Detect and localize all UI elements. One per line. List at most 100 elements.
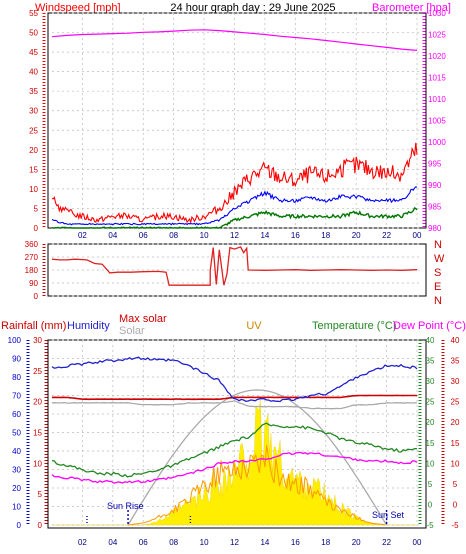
direction-tick-label: 0 <box>34 292 39 301</box>
direction-tick-label: 270 <box>25 253 39 262</box>
dewpoint-tick-label: 30 <box>451 377 460 386</box>
rain-tick-label: 30 <box>33 336 42 345</box>
low-wind-series-line <box>51 207 418 229</box>
direction-label-n-bottom: N <box>434 295 442 307</box>
rain-tick-label: 10 <box>33 459 42 468</box>
temperature-series-line <box>51 422 418 478</box>
wind-tick-label: 25 <box>29 126 38 135</box>
barometer-tick-label: 980 <box>428 224 442 233</box>
wind-x-tick-label: 16 <box>291 231 300 240</box>
humidity-tick-label: 10 <box>12 503 21 512</box>
dewpoint-tick-label: 20 <box>451 418 460 427</box>
wind-x-tick-label: 00 <box>413 231 422 240</box>
wind-tick-label: 45 <box>29 48 38 57</box>
barometer-tick-label: 1015 <box>428 74 446 83</box>
humidity-tick-label: 0 <box>17 521 22 530</box>
temperature-tick-label: 10 <box>426 459 435 468</box>
wind-x-tick-label: 10 <box>200 231 209 240</box>
wind-x-tick-label: 14 <box>260 231 269 240</box>
rain-total-series-line <box>51 394 417 401</box>
humidity-tick-label: 60 <box>12 410 21 419</box>
wind-x-tick-label: 06 <box>139 231 148 240</box>
weather-x-tick-label: 10 <box>200 538 209 547</box>
weather-x-tick-label: 14 <box>260 538 269 547</box>
wind-tick-label: 50 <box>29 29 38 38</box>
humidity-tick-label: 20 <box>12 484 21 493</box>
weather-x-tick-label: 04 <box>108 538 117 547</box>
temperature-axis-label: Temperature (°C) <box>312 320 396 332</box>
rain-tick-label: 0 <box>38 521 43 530</box>
dewpoint-tick-label: 40 <box>451 336 460 345</box>
wind-tick-label: 30 <box>29 107 38 116</box>
weather-x-tick-label: 16 <box>291 538 300 547</box>
direction-tick-label: 90 <box>29 279 38 288</box>
barometer-axis-label: Barometer [hpa] <box>372 2 451 14</box>
rain-tick-label: 25 <box>33 367 42 376</box>
temperature-tick-label: 30 <box>426 377 435 386</box>
humidity-axis-label: Humidity <box>67 320 110 332</box>
temperature-tick-label: 25 <box>426 398 435 407</box>
barometer-tick-label: 995 <box>428 160 442 169</box>
gust-series-line <box>51 142 418 225</box>
wind-tick-label: 35 <box>29 87 38 96</box>
wind-x-tick-label: 20 <box>352 231 361 240</box>
dewpoint-tick-label: 25 <box>451 398 460 407</box>
wind-tick-label: 20 <box>29 146 38 155</box>
weather-x-tick-label: 20 <box>352 538 361 547</box>
temperature-tick-label: 5 <box>428 480 433 489</box>
humidity-tick-label: 50 <box>12 429 21 438</box>
temperature-tick-label: 40 <box>426 336 435 345</box>
humidity-tick-label: 70 <box>12 392 21 401</box>
sunrise-label: Sun Rise <box>107 501 144 511</box>
direction-label-e: E <box>434 281 441 293</box>
wind-x-tick-label: 18 <box>321 231 330 240</box>
dewpoint-tick-label: -5 <box>451 521 459 530</box>
humidity-tick-label: 30 <box>12 466 21 475</box>
wind-tick-label: 10 <box>29 185 38 194</box>
wind-x-tick-label: 22 <box>382 231 391 240</box>
dewpoint-tick-label: 0 <box>453 500 458 509</box>
weather-x-tick-label: 00 <box>413 538 422 547</box>
direction-label-s: S <box>434 267 441 279</box>
wind-x-tick-label: 12 <box>230 231 239 240</box>
rain-tick-label: 15 <box>33 429 42 438</box>
direction-label-w: W <box>434 253 445 265</box>
weather-x-tick-label: 02 <box>78 538 87 547</box>
wind-tick-label: 0 <box>34 224 39 233</box>
humidity-tick-label: 100 <box>8 336 22 345</box>
humidity-tick-label: 40 <box>12 447 21 456</box>
weather-x-tick-label: 08 <box>169 538 178 547</box>
direction-tick-label: 360 <box>25 240 39 249</box>
barometer-tick-label: 1005 <box>428 117 446 126</box>
wind-x-tick-label: 02 <box>78 231 87 240</box>
humidity-tick-label: 90 <box>12 355 21 364</box>
max-solar-label: Max solar <box>119 313 167 325</box>
direction-tick-label: 180 <box>25 266 39 275</box>
wind-x-tick-label: 08 <box>169 231 178 240</box>
temperature-tick-label: 20 <box>426 418 435 427</box>
direction-label-n-top: N <box>434 239 442 251</box>
direction-series-line <box>51 246 418 286</box>
page-title: 24 hour graph day : 29 June 2025 <box>170 2 335 14</box>
wind-tick-label: 5 <box>34 204 39 213</box>
barometer-series-line <box>51 29 418 51</box>
wind-tick-label: 55 <box>29 9 38 18</box>
rain-tick-label: 20 <box>33 398 42 407</box>
temperature-tick-label: 35 <box>426 357 435 366</box>
average-wind-series-line <box>51 186 418 226</box>
rain-tick-label: 5 <box>38 490 43 499</box>
barometer-tick-label: 990 <box>428 181 442 190</box>
rainfall-axis-label: Rainfall (mm) <box>1 320 66 332</box>
sunset-label: Sun Set <box>372 510 405 520</box>
barometer-tick-label: 1010 <box>428 95 446 104</box>
solar-flat-series-line <box>51 400 418 410</box>
dewpoint-axis-label: Dew Point (°C) <box>393 320 466 332</box>
weather-x-tick-label: 06 <box>139 538 148 547</box>
barometer-tick-label: 1000 <box>428 138 446 147</box>
wind-axis-label: Windspeed [mph] <box>35 2 121 14</box>
uv-label: UV <box>246 320 262 332</box>
weather-x-tick-label: 18 <box>321 538 330 547</box>
solar-label: Solar <box>119 325 145 337</box>
wind-tick-label: 15 <box>29 165 38 174</box>
temperature-tick-label: 15 <box>426 439 435 448</box>
